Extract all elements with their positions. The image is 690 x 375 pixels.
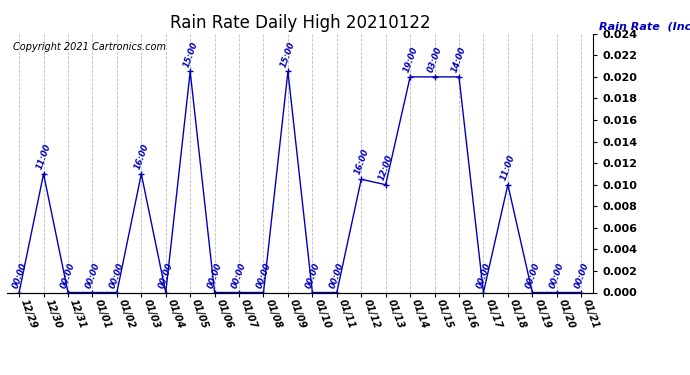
Text: 00:00: 00:00 <box>573 261 591 289</box>
Text: 16:00: 16:00 <box>353 148 371 176</box>
Text: 00:00: 00:00 <box>108 261 126 289</box>
Text: 14:00: 14:00 <box>451 45 469 74</box>
Text: 00:00: 00:00 <box>304 261 322 289</box>
Text: 11:00: 11:00 <box>500 153 517 182</box>
Text: 00:00: 00:00 <box>59 261 77 289</box>
Text: 00:00: 00:00 <box>84 261 101 289</box>
Text: 15:00: 15:00 <box>279 40 297 68</box>
Text: 00:00: 00:00 <box>10 261 28 289</box>
Text: 00:00: 00:00 <box>524 261 542 289</box>
Text: 12:00: 12:00 <box>377 153 395 182</box>
Text: 00:00: 00:00 <box>230 261 248 289</box>
Text: Copyright 2021 Cartronics.com: Copyright 2021 Cartronics.com <box>13 42 166 51</box>
Text: 00:00: 00:00 <box>206 261 224 289</box>
Text: 03:00: 03:00 <box>426 45 444 74</box>
Title: Rain Rate Daily High 20210122: Rain Rate Daily High 20210122 <box>170 14 431 32</box>
Text: 00:00: 00:00 <box>475 261 493 289</box>
Text: 00:00: 00:00 <box>157 261 175 289</box>
Text: 00:00: 00:00 <box>255 261 273 289</box>
Text: 19:00: 19:00 <box>402 45 420 74</box>
Text: 16:00: 16:00 <box>133 142 150 171</box>
Text: 11:00: 11:00 <box>35 142 52 171</box>
Text: 00:00: 00:00 <box>328 261 346 289</box>
Y-axis label: Rain Rate  (Inches/Hour): Rain Rate (Inches/Hour) <box>599 21 690 31</box>
Text: 15:00: 15:00 <box>181 40 199 68</box>
Text: 00:00: 00:00 <box>549 261 566 289</box>
